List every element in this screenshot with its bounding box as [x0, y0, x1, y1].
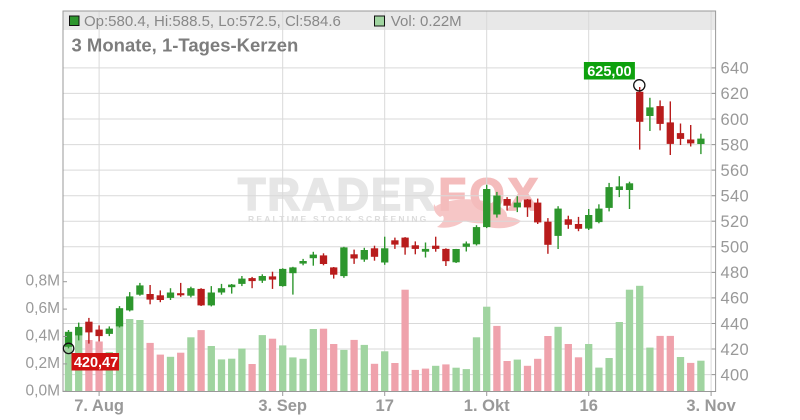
svg-text:480: 480: [721, 264, 749, 282]
svg-text:16: 16: [580, 397, 598, 415]
svg-text:600: 600: [721, 111, 749, 129]
svg-text:560: 560: [721, 162, 749, 180]
svg-text:7. Aug: 7. Aug: [74, 397, 124, 415]
svg-text:0,8M: 0,8M: [26, 273, 60, 290]
svg-text:460: 460: [721, 290, 749, 308]
svg-text:420,47: 420,47: [74, 355, 118, 371]
svg-text:17: 17: [376, 397, 394, 415]
svg-text:500: 500: [721, 239, 749, 257]
svg-text:0,2M: 0,2M: [26, 355, 60, 372]
svg-text:540: 540: [721, 188, 749, 206]
svg-text:Vol: 0.22M: Vol: 0.22M: [391, 13, 462, 30]
svg-text:580: 580: [721, 136, 749, 154]
svg-text:400: 400: [721, 366, 749, 384]
svg-text:620: 620: [721, 85, 749, 103]
svg-text:REALTIME STOCK SCREENING: REALTIME STOCK SCREENING: [248, 214, 428, 224]
svg-text:Op:580.4, Hi:588.5, Lo:572.5,: Op:580.4, Hi:588.5, Lo:572.5, Cl:584.6: [84, 13, 341, 30]
svg-text:3. Sep: 3. Sep: [258, 397, 307, 415]
svg-text:0,4M: 0,4M: [26, 328, 60, 345]
svg-text:0,0M: 0,0M: [26, 382, 60, 399]
svg-text:625,00: 625,00: [587, 64, 631, 80]
svg-text:640: 640: [721, 60, 749, 78]
svg-text:440: 440: [721, 315, 749, 333]
svg-text:420: 420: [721, 341, 749, 359]
svg-text:520: 520: [721, 213, 749, 231]
svg-text:3 Monate, 1-Tages-Kerzen: 3 Monate, 1-Tages-Kerzen: [72, 35, 299, 56]
svg-text:0,6M: 0,6M: [26, 300, 60, 317]
svg-text:1. Okt: 1. Okt: [464, 397, 510, 415]
svg-text:3. Nov: 3. Nov: [686, 397, 736, 415]
svg-text:TRADER: TRADER: [238, 169, 438, 220]
